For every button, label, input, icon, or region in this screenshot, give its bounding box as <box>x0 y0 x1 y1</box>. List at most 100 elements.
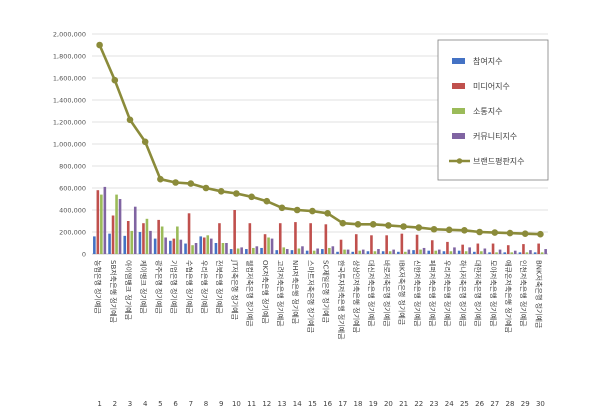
bar-참여지수 <box>397 251 400 254</box>
rank-label: 4 <box>143 400 148 408</box>
bar-참여지수 <box>138 232 142 254</box>
rank-label: 6 <box>173 400 178 408</box>
bar-소통지수 <box>282 247 286 254</box>
rank-label: 16 <box>323 400 332 408</box>
bar-커뮤니티지수 <box>529 250 532 254</box>
bar-참여지수 <box>93 236 96 254</box>
bar-소통지수 <box>434 250 438 254</box>
y-tick-label: 1,200,000 <box>53 119 86 127</box>
bar-커뮤니티지수 <box>407 249 411 254</box>
rank-label: 14 <box>293 400 302 408</box>
bar-참여지수 <box>321 249 324 254</box>
rank-label: 25 <box>460 400 469 408</box>
x-category-label: JT저축은행 정기예금 <box>230 259 239 321</box>
bar-미디어지수 <box>354 234 358 254</box>
line-point <box>354 221 362 228</box>
bar-미디어지수 <box>278 223 282 254</box>
bar-소통지수 <box>525 252 529 254</box>
rank-label: 28 <box>506 400 515 408</box>
bar-미디어지수 <box>111 215 115 254</box>
bar-미디어지수 <box>96 190 100 254</box>
y-tick-label: 1,600,000 <box>53 75 86 83</box>
rank-label: 15 <box>308 400 317 408</box>
rank-label: 2 <box>113 400 117 408</box>
bar-미디어지수 <box>537 243 540 254</box>
bar-미디어지수 <box>187 213 191 254</box>
bar-커뮤니티지수 <box>513 250 517 254</box>
axis-layer: 0 200,000 400,000 600,000 800,000 1,000,000 1,… <box>53 31 548 259</box>
y-tick-label: 400,000 <box>59 207 86 215</box>
bar-커뮤니티지수 <box>118 199 122 254</box>
y-tick-label: 1,800,000 <box>53 53 86 61</box>
bar-미디어지수 <box>324 224 328 254</box>
bar-미디어지수 <box>385 235 388 254</box>
y-tick-label: 0 <box>82 251 86 259</box>
bar-소통지수 <box>130 230 134 254</box>
line-point <box>339 219 347 227</box>
rank-label: 3 <box>128 400 132 408</box>
bar-layer <box>93 186 547 254</box>
line-point <box>157 175 164 183</box>
rank-label: 22 <box>414 400 423 408</box>
bar-참여지수 <box>275 250 279 254</box>
rank-label: 29 <box>521 400 530 408</box>
bar-소통지수 <box>540 252 544 254</box>
bar-미디어지수 <box>294 222 297 254</box>
line-point <box>430 225 438 233</box>
bar-소통지수 <box>191 245 194 254</box>
bar-참여지수 <box>108 233 111 254</box>
bar-참여지수 <box>457 250 461 254</box>
bar-커뮤니티지수 <box>453 247 456 254</box>
line-point <box>202 184 210 192</box>
bar-참여지수 <box>336 251 339 254</box>
line-point <box>309 207 316 215</box>
legend-label: 참여지수 <box>473 56 502 66</box>
x-category-label: 우리은행 정기예금 <box>200 260 209 314</box>
rank-label: 1 <box>97 400 101 408</box>
rank-label: 5 <box>158 400 162 408</box>
bar-참여지수 <box>153 238 157 254</box>
bar-미디어지수 <box>446 241 449 254</box>
line-point <box>263 197 271 205</box>
line-layer <box>96 41 544 238</box>
x-category-label: IBK저축은행 정기예금 <box>398 260 407 326</box>
bar-참여지수 <box>123 235 127 254</box>
bar-미디어지수 <box>461 244 464 254</box>
bar-미디어지수 <box>370 235 373 254</box>
line-point <box>278 204 286 212</box>
line-point <box>111 76 119 84</box>
x-label-layer: 농협은행 정기예금 1 SB저축은행 정기예금 2 아이엠뱅크 정기예금 3 케이뱅크 정기… <box>94 259 545 408</box>
x-category-label: 페퍼저축은행 정기예금 <box>428 260 437 327</box>
rank-label: 13 <box>278 400 287 408</box>
rank-label: 27 <box>490 400 499 408</box>
line-point <box>537 230 544 238</box>
bar-참여지수 <box>229 249 233 254</box>
bar-커뮤니티지수 <box>377 249 380 254</box>
x-category-label: NH저축은행 정기예금 <box>291 260 300 325</box>
bar-소통지수 <box>160 226 164 254</box>
line-point <box>445 226 453 234</box>
line-point <box>172 179 179 186</box>
bar-커뮤니티지수 <box>255 246 259 254</box>
legend-swatch <box>452 133 465 139</box>
bar-참여지수 <box>351 251 355 254</box>
y-tick-label: 600,000 <box>59 185 86 193</box>
bar-커뮤니티지수 <box>544 249 547 254</box>
bar-커뮤니티지수 <box>346 249 350 254</box>
line-point <box>141 138 149 146</box>
bar-참여지수 <box>442 251 446 254</box>
bar-소통지수 <box>312 250 316 254</box>
x-category-label: SC제일은행 정기예금 <box>322 260 331 324</box>
bar-소통지수 <box>206 235 210 254</box>
bar-미디어지수 <box>506 245 510 254</box>
line-point <box>96 41 103 49</box>
bar-커뮤니티지수 <box>240 247 243 254</box>
y-tick-label: 1,400,000 <box>53 97 86 105</box>
rank-label: 8 <box>204 400 208 408</box>
bar-커뮤니티지수 <box>468 247 471 254</box>
bar-소통지수 <box>419 249 422 254</box>
bar-커뮤니티지수 <box>437 249 441 254</box>
bar-소통지수 <box>358 250 362 254</box>
x-category-label: 상상인저축은행 정기예금 <box>352 260 361 334</box>
legend-label: 미디어지수 <box>473 81 510 91</box>
